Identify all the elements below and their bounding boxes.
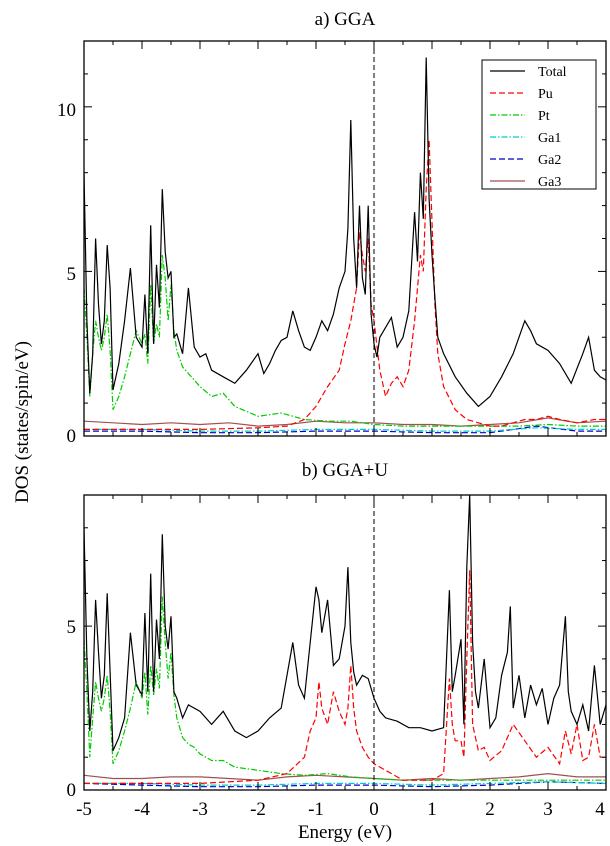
legend-box — [481, 59, 597, 190]
panel-b-series-ga2 — [84, 781, 606, 788]
panel-b-ytick-0: 0 — [67, 780, 77, 801]
xtick-label: -3 — [192, 799, 208, 820]
panel-b-series-ga1 — [84, 781, 606, 786]
xtick-label: 0 — [369, 799, 379, 820]
xtick-label: 2 — [485, 799, 495, 820]
xtick-label: -2 — [250, 799, 266, 820]
panel-a-ytick-5: 5 — [67, 264, 77, 285]
panel-b-ticks — [83, 494, 607, 791]
legend-label-pt: Pt — [538, 109, 550, 124]
panel-a-series-total — [84, 57, 606, 408]
legend-label-ga3: Ga3 — [538, 175, 561, 190]
panel-b-plot-area — [84, 495, 606, 790]
legend-label-pu: Pu — [538, 87, 553, 102]
x-axis-label: Energy (eV) — [298, 822, 392, 843]
x-tick-labels: -5 -4 -3 -2 -1 0 1 2 3 4 — [76, 799, 605, 820]
xtick-label: 3 — [543, 799, 553, 820]
xtick-label: -4 — [134, 799, 150, 820]
panel-b-series-ga3 — [84, 772, 606, 781]
panel-a-ytick-10: 10 — [57, 100, 76, 121]
y-axis-label: DOS (states/spin/eV) — [12, 341, 33, 503]
panel-a-series-pu — [84, 139, 606, 430]
panel-a-series-pt — [84, 254, 606, 427]
panel-b-ytick-5: 5 — [67, 617, 77, 638]
panel-b: b) GGA+U 0 5 — [67, 460, 607, 801]
legend-label-ga1: Ga1 — [538, 131, 561, 146]
panel-a: a) GGA 0 5 10 Total Pu Pt Ga1 Ga2 Ga3 — [57, 9, 607, 447]
legend: Total Pu Pt Ga1 Ga2 Ga3 — [481, 59, 597, 190]
panel-b-series-total — [84, 495, 606, 751]
panel-a-ticks — [83, 40, 607, 437]
legend-label-total: Total — [538, 65, 567, 80]
panel-b-series-pu — [84, 570, 606, 784]
panel-a-ytick-0: 0 — [67, 426, 77, 447]
xtick-label: -5 — [76, 799, 92, 820]
xtick-label: -1 — [308, 799, 324, 820]
panel-a-series-ga3 — [84, 417, 606, 427]
legend-label-ga2: Ga2 — [538, 153, 561, 168]
panel-a-title: a) GGA — [315, 9, 376, 30]
xtick-label: 1 — [427, 799, 437, 820]
panel-b-title: b) GGA+U — [302, 460, 388, 481]
xtick-label: 4 — [595, 799, 605, 820]
